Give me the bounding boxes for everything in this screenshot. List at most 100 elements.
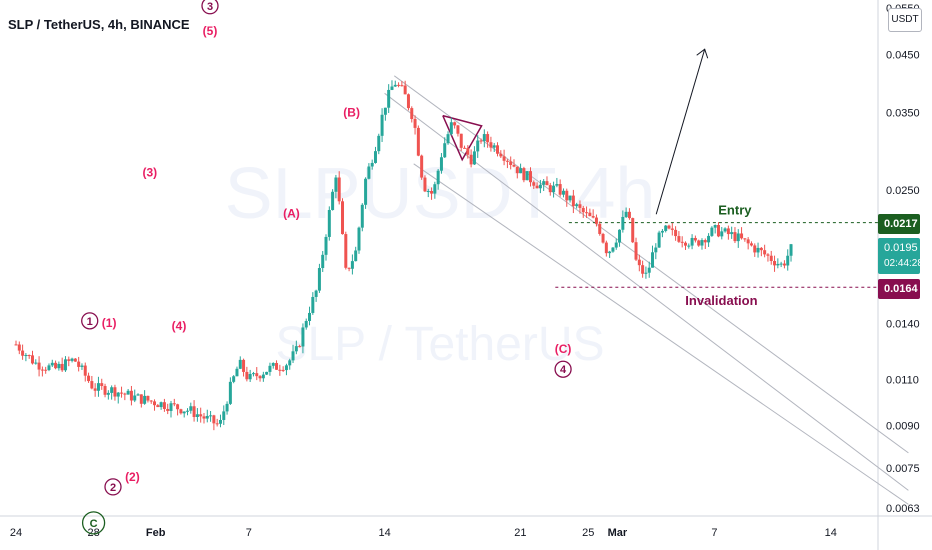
candle-body [565,190,569,201]
candle-body [716,225,720,237]
candle-body [604,242,608,254]
candle-body [644,272,648,274]
candle-body [331,191,335,210]
candle-body [294,346,298,352]
candle-body [515,166,519,174]
candle-body [545,181,549,186]
candle-body [393,84,397,87]
wave-label: (B) [343,105,360,119]
candle-body [654,247,658,253]
candle-body [370,162,374,167]
candle-body [416,127,420,156]
time-tick-label: 7 [711,527,717,539]
candle-body [453,122,457,126]
candle-body [106,392,110,395]
candle-body [746,239,750,244]
candle-body [34,362,38,364]
candle-body [176,404,180,410]
candle-body [80,365,84,367]
candle-body [647,267,651,273]
candle-body [367,166,371,179]
time-tick-label: Mar [608,527,628,539]
candle-body [528,171,532,183]
candle-body [598,223,602,234]
candle-body [205,415,209,419]
time-tick-label: 24 [10,527,22,539]
wave-label: (C) [555,342,572,356]
candle-body [113,387,117,397]
candle-body [202,416,206,419]
wave-label: (2) [125,470,140,484]
candle-body [182,411,186,414]
wave-circle [104,478,122,496]
candle-body [538,184,542,189]
candle-body [390,86,394,90]
candle-body [561,190,565,195]
candle-body [740,233,744,239]
candle-body [443,143,447,158]
wave-circle [81,312,99,330]
candle-body [601,233,605,243]
candle-body [552,185,556,193]
candle-body [129,390,133,401]
candle-body [47,365,51,370]
candle-body [364,178,368,205]
channel-line [413,163,909,505]
candle-body [314,290,318,297]
time-tick-label: 21 [514,527,526,539]
candle-body [123,393,127,395]
candle-body [136,394,140,396]
candle-body [522,168,526,181]
candle-body [222,411,226,420]
candle-body [406,94,410,109]
candle-body [730,232,734,235]
candle-body [423,177,427,192]
candle-body [215,423,219,425]
candle-body [54,362,58,369]
candle-body [558,184,562,195]
wave-label: (A) [283,206,300,220]
candle-body [509,161,513,165]
candle-body [357,227,361,251]
candle-body [317,268,321,291]
candle-body [660,230,664,233]
candle-body [281,369,285,371]
candle-body [581,207,585,213]
time-tick-label: 28 [87,527,99,539]
candle-body [110,387,114,393]
candle-body [472,151,476,165]
candle-body [519,168,523,174]
candle-body [14,344,18,346]
candle-body [723,228,727,232]
candle-body [149,400,153,402]
candle-body [446,134,450,144]
candle-body [242,359,246,372]
candle-body [301,327,305,347]
price-tick-label: 0.0110 [886,374,919,386]
candle-body [354,250,358,262]
candle-body [492,145,496,148]
candle-body [683,242,687,246]
candle-body [50,362,54,366]
candle-body [261,374,265,379]
candle-body [327,209,331,237]
candle-body [413,119,417,128]
currency-button[interactable]: USDT [888,8,922,32]
candle-body [377,135,381,152]
candle-body [535,185,539,189]
time-tick-label: 25 [582,527,594,539]
candle-body [159,402,163,408]
candle-body [736,233,740,242]
candle-body [278,369,282,371]
candle-body [251,373,255,375]
candle-body [344,234,348,268]
candle-body [733,232,737,242]
price-tick-label: 0.0350 [886,107,920,119]
candle-body [83,365,87,376]
candle-body [21,350,25,356]
candle-body [664,225,668,231]
candle-body [433,184,437,194]
candle-body [116,392,120,397]
candle-body [426,190,430,192]
